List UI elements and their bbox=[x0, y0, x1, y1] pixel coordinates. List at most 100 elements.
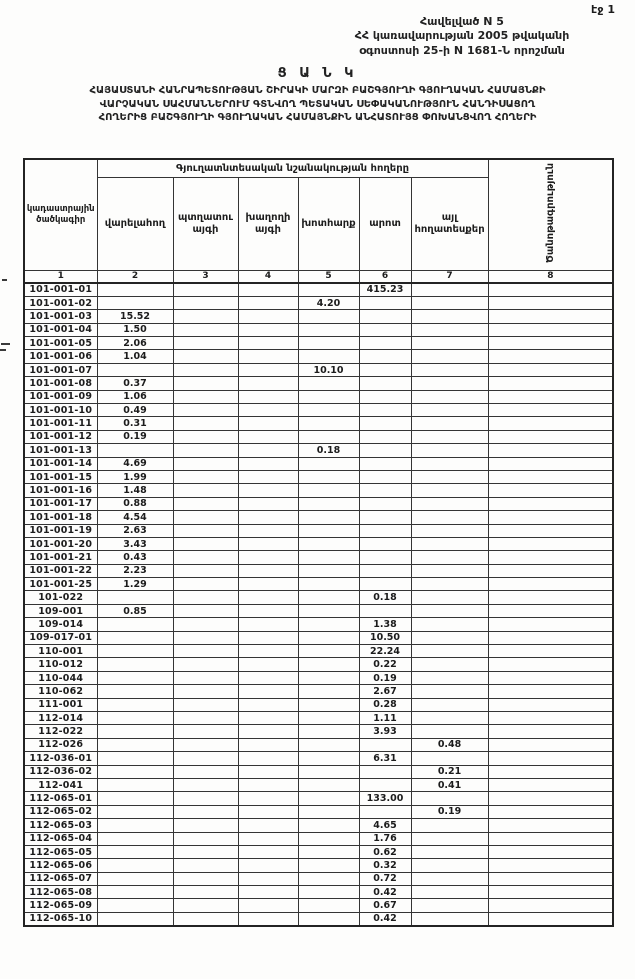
area-value-cell bbox=[237, 550, 299, 565]
area-value-cell: 15.52 bbox=[96, 309, 174, 324]
area-value-cell bbox=[410, 483, 489, 498]
area-value-cell bbox=[172, 429, 239, 445]
area-value-cell bbox=[172, 590, 239, 605]
area-value-cell bbox=[237, 710, 299, 726]
area-value-cell bbox=[297, 510, 360, 525]
cadastral-code-cell: 112-065-03 bbox=[23, 818, 98, 833]
area-value-cell bbox=[237, 818, 299, 833]
cadastral-code-cell: 101-001-04 bbox=[23, 322, 98, 338]
area-value-cell: 0.48 bbox=[410, 737, 489, 753]
area-value-cell bbox=[297, 737, 360, 753]
cadastral-code-cell: 101-001-25 bbox=[23, 577, 98, 592]
area-value-cell bbox=[237, 496, 299, 512]
table-row: 101-001-14 4.69 bbox=[23, 456, 614, 471]
cadastral-code-cell: 110-062 bbox=[23, 684, 98, 699]
area-value-cell bbox=[172, 751, 239, 766]
area-value-cell bbox=[410, 710, 489, 726]
appendix-reference-block: Հավելված N 5 ՀՀ կառավարության 2005 թվակա… bbox=[297, 15, 627, 58]
area-value-cell bbox=[297, 309, 360, 324]
area-value-cell bbox=[237, 898, 299, 913]
table-row: 101-001-25 1.29 bbox=[23, 577, 614, 592]
area-value-cell: 1.06 bbox=[96, 389, 174, 405]
area-value-cell bbox=[96, 724, 174, 739]
area-value-cell bbox=[297, 416, 360, 431]
area-value-cell bbox=[297, 831, 360, 846]
area-value-cell bbox=[358, 603, 412, 619]
area-value-cell bbox=[297, 764, 360, 779]
note-cell bbox=[487, 483, 614, 498]
table-row: 101-001-13 0.18 bbox=[23, 443, 614, 458]
area-value-cell bbox=[96, 791, 174, 806]
note-cell bbox=[487, 416, 614, 431]
subtitle-line: ՀԱՅԱՍՏԱՆԻ ՀԱՆՐԱՊԵՏՈՒԹՅԱՆ ՇԻՐԱԿԻ ՄԱՐԶԻ ԲԱ… bbox=[89, 85, 546, 96]
area-value-cell bbox=[96, 764, 174, 779]
note-cell bbox=[487, 403, 614, 418]
table-row: 110-001 22.24 bbox=[23, 644, 614, 659]
table-row: 101-001-08 0.37 bbox=[23, 376, 614, 391]
area-value-cell: 415.23 bbox=[358, 282, 412, 297]
table-row: 101-001-15 1.99 bbox=[23, 469, 614, 485]
area-value-cell bbox=[358, 764, 412, 779]
note-cell bbox=[487, 911, 614, 927]
area-value-cell bbox=[237, 684, 299, 699]
area-value-cell bbox=[410, 336, 489, 351]
table-row: 101-001-12 0.19 bbox=[23, 429, 614, 445]
area-value-cell bbox=[410, 403, 489, 418]
table-row: 101-001-02 4.20 bbox=[23, 295, 614, 311]
area-value-cell bbox=[410, 818, 489, 833]
area-value-cell bbox=[410, 724, 489, 739]
note-cell bbox=[487, 429, 614, 445]
area-value-cell bbox=[96, 617, 174, 632]
area-value-cell bbox=[297, 376, 360, 391]
area-value-cell: 0.43 bbox=[96, 550, 174, 565]
subtitle-line: ՀՈՂԵՐԻՑ ԲԱՇԳՅՈՒՂԻ ԳՅՈՒՂԱԿԱՆ ՀԱՄԱՅՆՔԻՆ ԱՆ… bbox=[98, 112, 537, 123]
area-value-cell bbox=[410, 456, 489, 471]
note-cell bbox=[487, 322, 614, 338]
cadastral-code-cell: 112-022 bbox=[23, 724, 98, 739]
area-value-cell bbox=[358, 577, 412, 592]
note-cell bbox=[487, 376, 614, 391]
note-cell bbox=[487, 536, 614, 552]
area-value-cell bbox=[410, 871, 489, 887]
area-value-cell: 0.28 bbox=[358, 697, 412, 713]
area-value-cell bbox=[96, 670, 174, 686]
note-cell bbox=[487, 309, 614, 324]
area-value-cell bbox=[297, 644, 360, 659]
area-value-cell: 0.67 bbox=[358, 898, 412, 913]
area-value-cell: 0.32 bbox=[358, 858, 412, 873]
table-row: 101-001-17 0.88 bbox=[23, 496, 614, 512]
area-value-cell bbox=[96, 844, 174, 860]
area-value-cell bbox=[172, 416, 239, 431]
cadastral-code-cell: 101-001-16 bbox=[23, 483, 98, 498]
area-value-cell bbox=[297, 684, 360, 699]
area-value-cell bbox=[172, 791, 239, 806]
area-value-cell: 2.63 bbox=[96, 523, 174, 538]
table-row: 101-001-11 0.31 bbox=[23, 416, 614, 431]
note-cell bbox=[487, 590, 614, 605]
note-cell bbox=[487, 603, 614, 619]
area-value-cell bbox=[410, 751, 489, 766]
area-value-cell: 6.31 bbox=[358, 751, 412, 766]
table-row: 112-036-02 0.21 bbox=[23, 764, 614, 779]
area-value-cell bbox=[172, 336, 239, 351]
note-cell bbox=[487, 496, 614, 512]
area-value-cell bbox=[410, 684, 489, 699]
note-cell bbox=[487, 751, 614, 766]
area-value-cell bbox=[237, 309, 299, 324]
area-value-cell bbox=[172, 295, 239, 311]
cadastral-code-cell: 101-001-06 bbox=[23, 349, 98, 364]
note-cell bbox=[487, 510, 614, 525]
area-value-cell bbox=[410, 309, 489, 324]
area-value-cell bbox=[410, 322, 489, 338]
area-value-cell bbox=[410, 362, 489, 378]
area-value-cell: 0.62 bbox=[358, 844, 412, 860]
area-value-cell bbox=[237, 764, 299, 779]
table-row: 101-001-06 1.04 bbox=[23, 349, 614, 364]
area-value-cell bbox=[172, 724, 239, 739]
area-value-cell bbox=[297, 322, 360, 338]
area-value-cell bbox=[410, 630, 489, 646]
table-row: 112-065-10 0.42 bbox=[23, 911, 614, 927]
area-value-cell bbox=[297, 469, 360, 485]
note-cell bbox=[487, 858, 614, 873]
